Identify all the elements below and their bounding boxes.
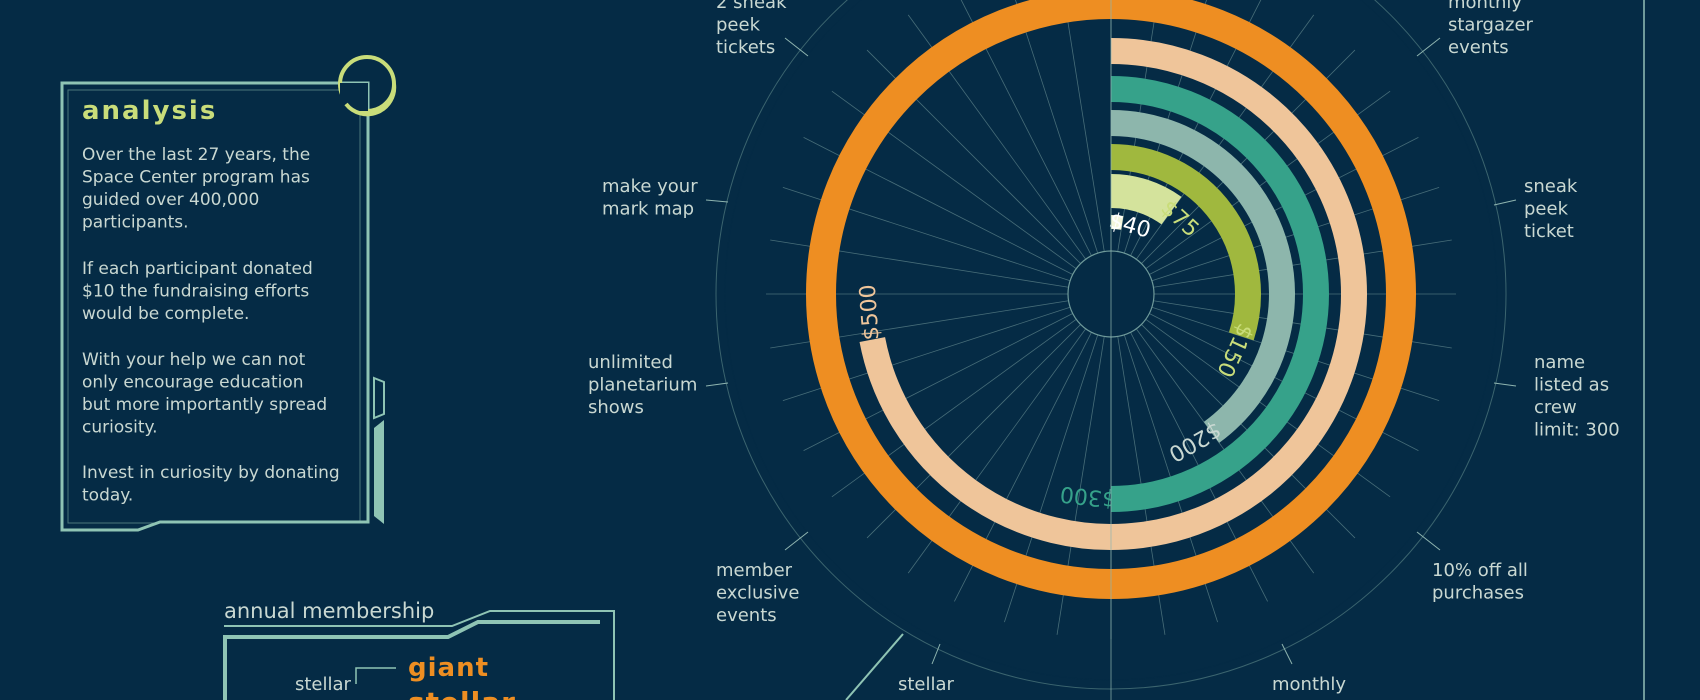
benefit-callout-tick: [784, 37, 809, 57]
benefit-callout-tick: [1416, 37, 1441, 57]
membership-frame: [223, 620, 600, 700]
analysis-panel-ring-mask: [340, 83, 368, 111]
donation-ring-bar: [1110, 144, 1261, 341]
analysis-body: Over the last 27 years, the Space Center …: [82, 145, 340, 506]
membership-tier-name: giant: [408, 653, 489, 683]
benefit-label: make your mark map: [602, 176, 698, 220]
donation-ring-bar: [1110, 76, 1329, 512]
donation-ring-bar: [859, 38, 1367, 550]
benefit-callout-tick: [1281, 643, 1293, 665]
benefit-callout-tick: [1493, 382, 1517, 387]
benefit-label: name listed as crew limit: 300: [1534, 352, 1620, 441]
benefit-label: 2 sneak peek tickets: [716, 0, 787, 58]
donation-radial-chart: $40 $75$150$200$300$500: [715, 0, 1507, 700]
analysis-panel-ring-arc: [344, 83, 397, 117]
analysis-panel-side-tab-top: [373, 376, 385, 420]
analysis-paragraph: Over the last 27 years, the Space Center …: [82, 145, 310, 233]
analysis-panel: analysis Over the last 27 years, the Spac…: [60, 55, 397, 532]
donation-amount-label: $500: [856, 283, 885, 341]
benefit-label: 10% off all purchases: [1432, 560, 1528, 604]
analysis-paragraph: With your help we can not only encourage …: [82, 350, 327, 438]
benefit-callout-tick: [931, 643, 941, 665]
membership-tier-label: stellar: [295, 674, 352, 695]
benefit-label: unlimited planetarium shows: [588, 352, 697, 418]
membership-tier-connector: [355, 667, 396, 684]
benefit-callout-tick: [705, 382, 729, 387]
donation-ring-bar: [1110, 110, 1295, 443]
benefit-label: monthly: [1272, 674, 1346, 695]
benefit-label: monthly stargazer events: [1448, 0, 1534, 58]
membership-tier-name-second: stellar: [408, 686, 516, 700]
membership-title: annual membership: [224, 599, 434, 623]
membership-panel: annual membership stellar giant stellar: [223, 599, 615, 700]
benefit-labels: 2 sneak peek tickets monthly stargazer events…: [588, 0, 1620, 695]
benefit-callout-tick: [1416, 531, 1441, 551]
chart-spoke: [1015, 0, 1099, 254]
donation-amount-label: $300: [1059, 481, 1117, 512]
analysis-paragraph: Invest in curiosity by donating today.: [82, 463, 340, 506]
benefit-callout-tick: [705, 199, 729, 203]
membership-title-underline: [224, 610, 615, 700]
analysis-panel-inner-frame: [67, 89, 361, 524]
benefit-callout-tick: [784, 531, 809, 551]
analysis-paragraph: If each participant donated $10 the fundr…: [82, 259, 313, 324]
analysis-title: analysis: [82, 96, 217, 126]
benefit-callout-tick: [1493, 199, 1517, 206]
bottom-left-callout-line: [845, 633, 904, 700]
donation-ring-bar: [1110, 174, 1182, 225]
benefit-label: stellar: [898, 674, 955, 695]
chart-spoke: [1064, 0, 1105, 252]
benefit-label: member exclusive events: [716, 560, 800, 626]
analysis-panel-side-tab-bottom: [374, 420, 384, 524]
benefit-label: sneak peek ticket: [1524, 176, 1578, 242]
chart-ring-labels: $40 $75$150$200$300$500: [856, 196, 1258, 512]
